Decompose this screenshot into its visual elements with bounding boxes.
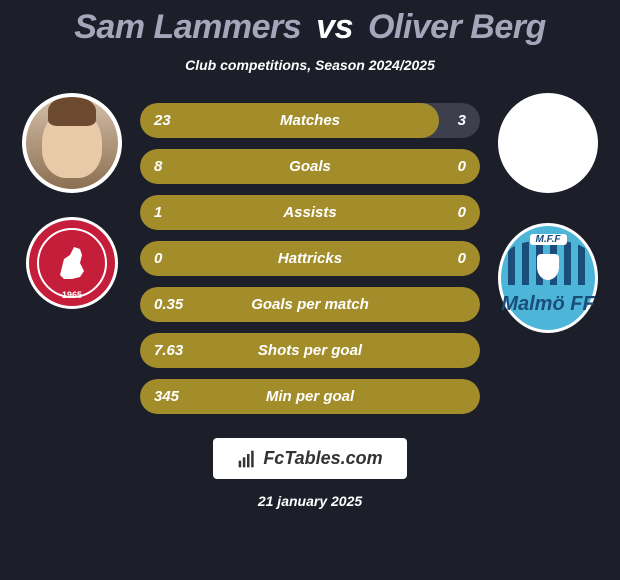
- player2-name: Oliver Berg: [368, 8, 546, 46]
- stat-right-value: 0: [416, 158, 466, 175]
- stat-left-value: 23: [154, 112, 204, 129]
- player1-club-badge: 1965: [22, 213, 122, 313]
- malmo-mff-text: M.F.F: [530, 234, 567, 245]
- main-area: 1965 23Matches38Goals01Assists00Hattrick…: [0, 103, 620, 414]
- stats-column: 23Matches38Goals01Assists00Hattricks00.3…: [140, 103, 480, 414]
- date-text: 21 january 2025: [258, 493, 362, 509]
- chart-icon: [237, 449, 257, 469]
- stat-row: 8Goals0: [140, 149, 480, 184]
- right-side: M.F.F Malmö FF: [488, 93, 608, 313]
- watermark: FcTables.com: [213, 438, 406, 479]
- malmo-badge-icon: M.F.F Malmö FF: [498, 223, 598, 333]
- twente-year: 1965: [62, 290, 82, 300]
- comparison-card: Sam Lammers vs Oliver Berg Club competit…: [0, 0, 620, 580]
- watermark-text: FcTables.com: [263, 448, 382, 469]
- stat-label: Assists: [204, 204, 416, 221]
- left-side: 1965: [12, 93, 132, 313]
- face-icon: [42, 108, 102, 178]
- horse-icon: [52, 243, 92, 283]
- stat-label: Hattricks: [204, 250, 416, 267]
- stat-right-value: 3: [416, 112, 466, 129]
- stat-label: Shots per goal: [204, 342, 416, 359]
- player2-club-badge: M.F.F Malmö FF: [498, 213, 598, 313]
- stat-left-value: 345: [154, 388, 204, 405]
- stat-label: Goals: [204, 158, 416, 175]
- stat-row: 23Matches3: [140, 103, 480, 138]
- stat-right-value: 0: [416, 250, 466, 267]
- stat-left-value: 0: [154, 250, 204, 267]
- player1-name: Sam Lammers: [74, 8, 301, 46]
- stat-left-value: 0.35: [154, 296, 204, 313]
- shield-icon: [537, 254, 559, 280]
- blank-avatar-icon: [504, 125, 592, 161]
- twente-badge-icon: 1965: [26, 217, 118, 309]
- stat-row: 7.63Shots per goal: [140, 333, 480, 368]
- stat-left-value: 8: [154, 158, 204, 175]
- stat-row: 0.35Goals per match: [140, 287, 480, 322]
- stat-row: 345Min per goal: [140, 379, 480, 414]
- stat-label: Goals per match: [204, 296, 416, 313]
- malmo-name: Malmö FF: [501, 293, 594, 316]
- stat-left-value: 7.63: [154, 342, 204, 359]
- stat-row: 0Hattricks0: [140, 241, 480, 276]
- player2-avatar: [498, 93, 598, 193]
- page-title: Sam Lammers vs Oliver Berg: [74, 8, 546, 47]
- vs-text: vs: [316, 8, 353, 46]
- stat-label: Matches: [204, 112, 416, 129]
- stat-left-value: 1: [154, 204, 204, 221]
- player1-avatar: [22, 93, 122, 193]
- stat-right-value: 0: [416, 204, 466, 221]
- subtitle: Club competitions, Season 2024/2025: [185, 57, 435, 73]
- stat-row: 1Assists0: [140, 195, 480, 230]
- stat-label: Min per goal: [204, 388, 416, 405]
